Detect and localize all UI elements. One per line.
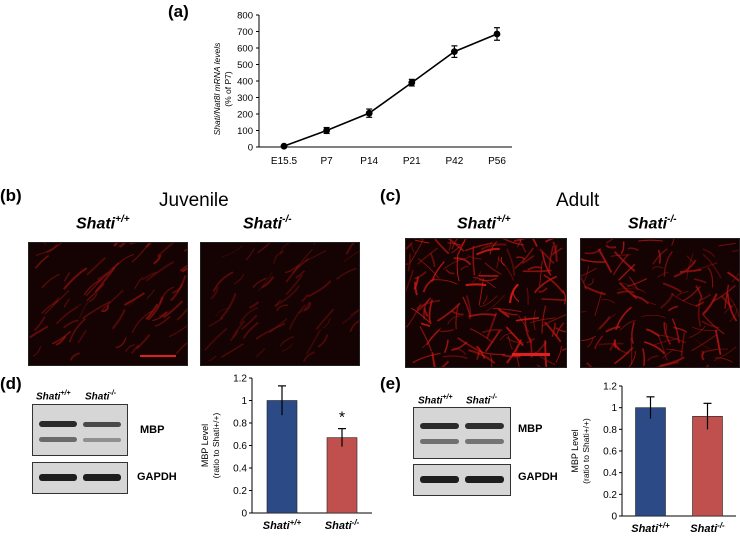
bar (266, 400, 298, 514)
y-tick-label: 1.2 (603, 382, 617, 393)
y-tick-label: 0.4 (233, 464, 247, 475)
scale-bar (512, 353, 550, 356)
blot-d-lane-wt: Shati+/+ (36, 390, 71, 403)
series-line (283, 33, 498, 147)
mbp-bar-chart-adult: 0 0.2 0.4 0.6 0.8 1 1.2 Shati+/+ Shati-/- MBP Lev… (570, 382, 736, 535)
blot-e-mbp-label: MBP (518, 423, 543, 435)
juvenile-title: Juvenile (159, 190, 229, 211)
blot-e-lane-wt: Shati+/+ (418, 394, 453, 407)
data-point (365, 109, 373, 117)
bar (692, 416, 723, 517)
x-tick-label: P42 (446, 156, 464, 167)
y-tick-label: 0.4 (603, 468, 617, 479)
data-point (493, 30, 501, 38)
panel-label-a: (a) (168, 2, 189, 21)
x-tick-label: P56 (488, 156, 506, 167)
data-point (408, 79, 416, 87)
blot-e-mbp (413, 407, 511, 459)
y-axis-label: (ratio to Shati+/+) (581, 418, 591, 484)
blot-e-lane-ko: Shati-/- (466, 394, 498, 407)
panel-label-e: (e) (380, 374, 401, 393)
x-tick-label: Shati-/- (325, 518, 360, 532)
data-point (280, 142, 288, 150)
y-tick-label: 0 (241, 509, 247, 520)
bar (635, 407, 666, 517)
x-tick-label: E15.5 (271, 156, 298, 167)
blot-e-gapdh (413, 464, 511, 496)
y-tick-label: 300 (237, 93, 253, 104)
y-axis-label: (ratio to Shati+/+) (211, 412, 221, 478)
juvenile-wt-micrograph (28, 242, 188, 366)
y-tick-label: 0.8 (603, 425, 617, 436)
y-tick-label: 0 (248, 143, 253, 154)
y-axis-label: (% of P7) (223, 71, 233, 107)
x-tick-label: P14 (360, 156, 378, 167)
x-tick-label: P21 (403, 156, 421, 167)
y-tick-label: 1.2 (233, 374, 247, 385)
adult-ko-micrograph (580, 238, 740, 368)
bar (326, 437, 358, 514)
y-tick-label: 800 (237, 11, 253, 22)
x-tick-label: Shati+/+ (263, 518, 302, 532)
y-tick-label: 200 (237, 110, 253, 121)
panel-label-d: (d) (0, 374, 22, 393)
panel-label-b: (b) (0, 186, 22, 205)
y-tick-label: 0.6 (233, 441, 247, 452)
y-tick-label: 100 (237, 126, 253, 137)
x-tick-label: P7 (320, 156, 333, 167)
panel-label-c: (c) (380, 186, 401, 205)
blot-d-gapdh (32, 462, 128, 494)
x-tick-label: Shati+/+ (631, 521, 670, 535)
y-tick-label: 1 (611, 403, 617, 414)
data-point (451, 48, 458, 56)
adult-ko-header: Shati-/- (628, 214, 677, 233)
blot-d-mbp (32, 404, 128, 456)
adult-wt-header: Shati+/+ (457, 214, 511, 233)
y-tick-label: 400 (237, 77, 253, 88)
y-tick-label: 0.2 (233, 486, 247, 497)
juvenile-wt-header: Shati+/+ (76, 214, 130, 233)
juvenile-ko-header: Shati-/- (243, 214, 292, 233)
blot-d-mbp-label: MBP (140, 424, 165, 436)
y-axis-label: MBP Level (570, 429, 580, 472)
mrna-line-chart: 0 100 200 300 400 500 600 700 800 E15.5 P7 P14 P21 P4… (212, 11, 512, 167)
data-point (323, 127, 330, 134)
significance-marker: * (339, 410, 345, 427)
blot-e-gapdh-label: GAPDH (518, 471, 558, 483)
adult-title: Adult (556, 190, 600, 211)
y-tick-label: 1 (241, 396, 247, 407)
y-axis-label: Shati/Nat8l mRNA levels (212, 42, 222, 135)
y-tick-label: 0.2 (603, 490, 617, 501)
mbp-bar-chart-juvenile: 0 0.2 0.4 0.6 0.8 1 1.2 Shati+/+ Shati-/- * MBP Le… (200, 374, 372, 532)
scale-bar (140, 355, 176, 357)
y-tick-label: 700 (237, 27, 253, 38)
adult-wt-micrograph (405, 238, 567, 368)
y-tick-label: 600 (237, 44, 253, 55)
blot-d-lane-ko: Shati-/- (85, 390, 117, 403)
y-axis-label: MBP Level (200, 424, 210, 467)
y-tick-label: 0 (611, 512, 617, 523)
juvenile-ko-micrograph (200, 242, 360, 366)
blot-d-gapdh-label: GAPDH (137, 471, 177, 483)
y-tick-label: 0.8 (233, 419, 247, 430)
x-tick-label: Shati-/- (690, 521, 725, 535)
y-tick-label: 0.6 (603, 447, 617, 458)
y-tick-label: 500 (237, 60, 253, 71)
